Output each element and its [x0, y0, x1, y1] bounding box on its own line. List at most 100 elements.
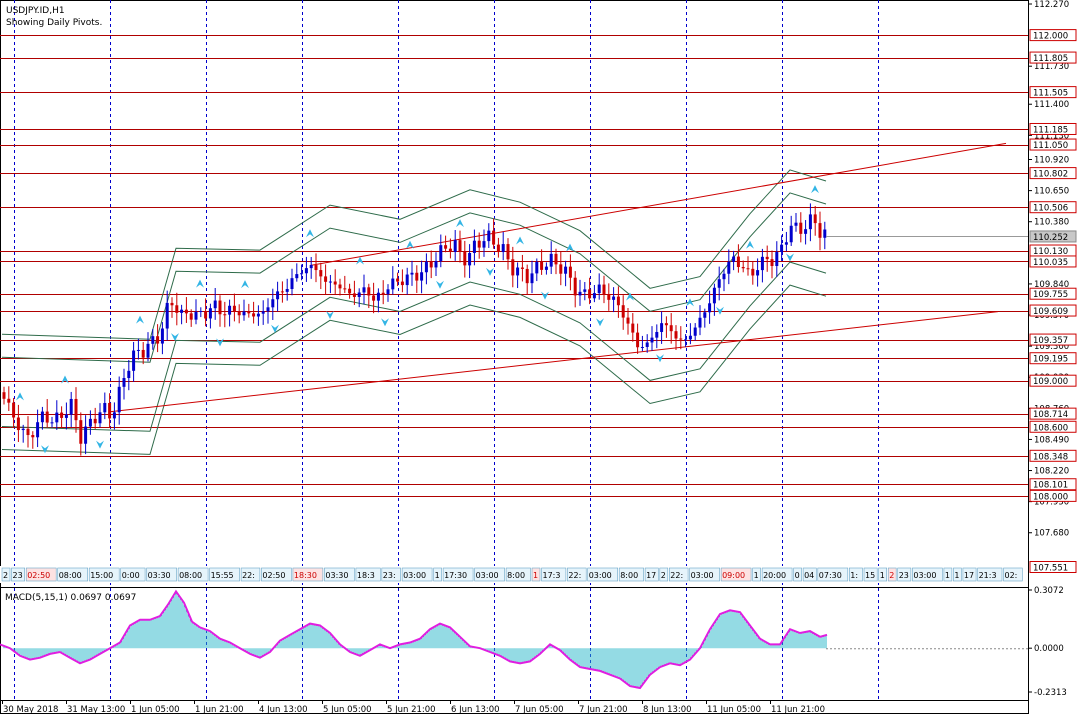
- candle-body: [530, 273, 534, 284]
- time-tick-label: 1 Jun 21:00: [195, 705, 244, 715]
- candle: [362, 274, 366, 305]
- macd-tick-label: -0.2313: [1034, 688, 1067, 698]
- envelope-band: [1, 192, 827, 363]
- session-label: 08:00: [59, 571, 82, 580]
- candle: [612, 287, 616, 313]
- session-label: 1: [754, 571, 759, 580]
- plot-frame: [0, 0, 1029, 714]
- candle: [616, 286, 620, 318]
- candle-body: [7, 398, 11, 403]
- candle-body: [424, 261, 428, 273]
- session-label: 2: [3, 571, 8, 580]
- time-tick-label: 31 May 13:00: [67, 705, 125, 715]
- candle-body: [540, 261, 544, 270]
- candle-body: [794, 222, 798, 226]
- fractal-down-arrow-icon: [216, 338, 224, 347]
- candle: [732, 250, 736, 271]
- pivot-price-tag: [1029, 420, 1077, 433]
- session-label: 0: [795, 571, 800, 580]
- candle: [554, 248, 558, 275]
- candle: [352, 280, 356, 305]
- candle-body: [679, 338, 683, 340]
- session-tag: [848, 567, 863, 582]
- candle-body: [319, 270, 323, 277]
- candle: [410, 260, 414, 286]
- candle: [271, 288, 275, 320]
- candle: [213, 287, 217, 320]
- candle: [775, 241, 779, 277]
- pivot-price-label: 111.185: [1033, 125, 1068, 135]
- candle-body: [612, 296, 616, 300]
- candle-body: [760, 256, 764, 271]
- session-tag: [88, 567, 120, 582]
- time-tick-label: 11 Jun 21:00: [771, 705, 825, 715]
- candle-body: [511, 259, 515, 276]
- candle-body: [784, 242, 788, 245]
- candle-body: [271, 299, 275, 308]
- price-tick-label: 110.380: [1034, 218, 1069, 228]
- candle-body: [477, 240, 481, 248]
- candle-body: [228, 305, 232, 315]
- candle: [367, 283, 371, 309]
- candle-body: [496, 244, 500, 253]
- session-label: 0:00: [122, 571, 140, 580]
- candle-body: [516, 267, 520, 276]
- pivot-price-label: 110.802: [1033, 170, 1068, 180]
- candle-body: [40, 411, 44, 423]
- trend-line: [309, 142, 1007, 266]
- session-tag: [1003, 567, 1023, 582]
- candle-body: [775, 252, 779, 267]
- envelope-band: [1, 169, 827, 340]
- candle: [122, 368, 126, 400]
- candle: [79, 412, 83, 456]
- candle-body: [324, 276, 328, 282]
- session-tag: [752, 567, 761, 582]
- candle-body: [588, 289, 592, 299]
- candle: [535, 258, 539, 282]
- fractal-up-arrow-icon: [406, 240, 414, 249]
- session-tag: [120, 567, 146, 582]
- session-tag: [324, 567, 355, 582]
- candle: [98, 403, 102, 428]
- candle: [770, 250, 774, 279]
- session-label: 03:00: [476, 571, 499, 580]
- candle: [693, 323, 697, 341]
- session-tag: [912, 567, 943, 582]
- session-tag: [261, 567, 292, 582]
- candle-body: [727, 261, 731, 274]
- candle-body: [98, 412, 102, 424]
- candle-body: [453, 240, 457, 253]
- price-tick-label: 107.950: [1034, 498, 1069, 508]
- candle-body: [84, 426, 88, 444]
- candle-body: [487, 230, 491, 242]
- pivot-price-label: 109.357: [1033, 336, 1068, 346]
- candle-body: [285, 289, 289, 292]
- candle-body: [559, 264, 563, 274]
- candle: [381, 280, 385, 305]
- candle-body: [16, 417, 20, 431]
- candle-body: [151, 336, 155, 344]
- candle: [588, 277, 592, 305]
- candle: [607, 283, 611, 311]
- candle: [496, 237, 500, 258]
- candle: [573, 271, 577, 308]
- candle: [559, 251, 563, 286]
- candle-body: [597, 284, 601, 294]
- price-tick-label: 109.300: [1034, 342, 1069, 352]
- candle: [669, 313, 673, 344]
- fractal-up-arrow-icon: [566, 243, 574, 252]
- time-tick-label: 11 Jun 05:00: [707, 705, 761, 715]
- time-tick-label: 5 Jun 21:00: [387, 705, 436, 715]
- candle: [36, 409, 40, 448]
- candle-body: [165, 302, 169, 329]
- candle: [429, 250, 433, 279]
- candle: [780, 235, 784, 261]
- session-label: 22:: [242, 571, 255, 580]
- price-tick-label: 109.840: [1034, 280, 1069, 290]
- session-tag: [720, 567, 752, 582]
- session-label: 15:00: [90, 571, 113, 580]
- candle-body: [472, 240, 476, 253]
- pivot-price-label: 109.609: [1033, 307, 1068, 317]
- candle-body: [751, 268, 755, 276]
